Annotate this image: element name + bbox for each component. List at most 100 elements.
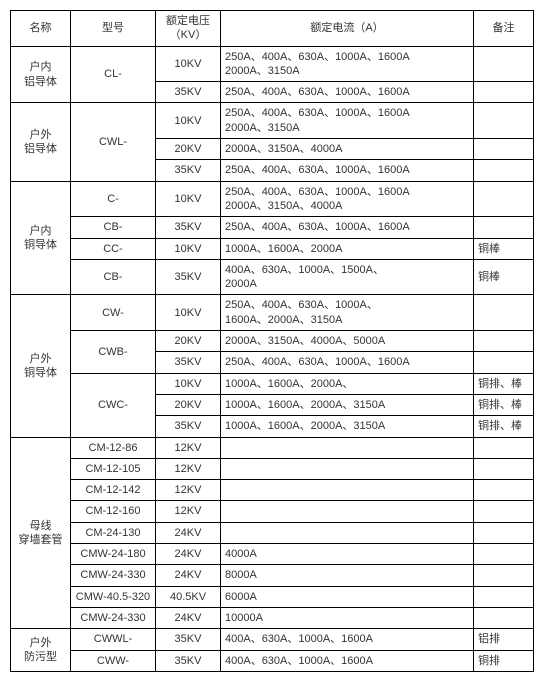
- cell-name: 户外铜导体: [11, 295, 71, 437]
- cell-model: CMW-24-330: [71, 565, 156, 586]
- cell-current: 400A、630A、1000A、1600A: [221, 650, 474, 671]
- cell-voltage: 10KV: [156, 181, 221, 217]
- cell-remark: [474, 480, 534, 501]
- cell-remark: [474, 139, 534, 160]
- cell-current: [221, 522, 474, 543]
- cell-model: CWWL-: [71, 629, 156, 650]
- cell-name: 户内铝导体: [11, 46, 71, 103]
- cell-voltage: 12KV: [156, 501, 221, 522]
- cell-model: CMW-24-330: [71, 607, 156, 628]
- cell-name: 母线穿墙套管: [11, 437, 71, 629]
- cell-model: CC-: [71, 238, 156, 259]
- cell-remark: 铜棒: [474, 238, 534, 259]
- table-row: CWW-35KV400A、630A、1000A、1600A铜排: [11, 650, 534, 671]
- table-row: CM-12-16012KV: [11, 501, 534, 522]
- cell-voltage: 35KV: [156, 416, 221, 437]
- cell-current: 250A、400A、630A、1000A、1600A、2000A、3150A: [221, 295, 474, 331]
- table-row: 母线穿墙套管CM-12-8612KV: [11, 437, 534, 458]
- cell-remark: [474, 607, 534, 628]
- cell-current: [221, 458, 474, 479]
- table-row: CM-24-13024KV: [11, 522, 534, 543]
- cell-current: 250A、400A、630A、1000A、1600A2000A、3150A: [221, 46, 474, 82]
- cell-model: CB-: [71, 217, 156, 238]
- cell-current: 250A、400A、630A、1000A、1600A2000A、3150A、40…: [221, 181, 474, 217]
- cell-model: CB-: [71, 259, 156, 295]
- cell-model: CMW-40.5-320: [71, 586, 156, 607]
- cell-current: [221, 501, 474, 522]
- cell-current: 2000A、3150A、4000A: [221, 139, 474, 160]
- cell-current: 400A、630A、1000A、1500A、2000A: [221, 259, 474, 295]
- cell-remark: [474, 352, 534, 373]
- cell-current: 1000A、1600A、2000A、: [221, 373, 474, 394]
- cell-remark: [474, 586, 534, 607]
- cell-remark: 铜排、棒: [474, 373, 534, 394]
- cell-remark: [474, 501, 534, 522]
- cell-remark: [474, 46, 534, 82]
- cell-name: 户内铜导体: [11, 181, 71, 295]
- cell-remark: [474, 331, 534, 352]
- header-name: 名称: [11, 11, 71, 47]
- cell-model: CW-: [71, 295, 156, 331]
- table-row: CWB-20KV2000A、3150A、4000A、5000A: [11, 331, 534, 352]
- cell-voltage: 10KV: [156, 238, 221, 259]
- cell-model: CM-12-86: [71, 437, 156, 458]
- cell-remark: [474, 458, 534, 479]
- cell-remark: 铜棒: [474, 259, 534, 295]
- cell-remark: [474, 437, 534, 458]
- cell-remark: [474, 103, 534, 139]
- cell-model: CM-12-105: [71, 458, 156, 479]
- cell-name: 户外铝导体: [11, 103, 71, 181]
- cell-model: CM-24-130: [71, 522, 156, 543]
- cell-model: CM-12-142: [71, 480, 156, 501]
- cell-voltage: 35KV: [156, 259, 221, 295]
- header-current: 额定电流（A）: [221, 11, 474, 47]
- cell-model: CWL-: [71, 103, 156, 181]
- table-row: 户外铜导体CW-10KV250A、400A、630A、1000A、1600A、2…: [11, 295, 534, 331]
- cell-current: 1000A、1600A、2000A、3150A: [221, 416, 474, 437]
- cell-current: 250A、400A、630A、1000A、1600A: [221, 82, 474, 103]
- cell-voltage: 10KV: [156, 295, 221, 331]
- cell-current: 6000A: [221, 586, 474, 607]
- cell-current: 250A、400A、630A、1000A、1600A: [221, 160, 474, 181]
- table-row: CM-12-10512KV: [11, 458, 534, 479]
- cell-model: CL-: [71, 46, 156, 103]
- cell-current: 1000A、1600A、2000A、3150A: [221, 394, 474, 415]
- cell-voltage: 20KV: [156, 394, 221, 415]
- cell-voltage: 35KV: [156, 160, 221, 181]
- cell-voltage: 24KV: [156, 565, 221, 586]
- cell-remark: [474, 522, 534, 543]
- cell-voltage: 40.5KV: [156, 586, 221, 607]
- cell-remark: [474, 217, 534, 238]
- cell-remark: [474, 295, 534, 331]
- cell-remark: [474, 160, 534, 181]
- cell-voltage: 35KV: [156, 82, 221, 103]
- table-row: 户内铝导体CL-10KV250A、400A、630A、1000A、1600A20…: [11, 46, 534, 82]
- cell-voltage: 20KV: [156, 139, 221, 160]
- cell-remark: 铜排、棒: [474, 394, 534, 415]
- cell-current: 250A、400A、630A、1000A、1600A: [221, 217, 474, 238]
- table-row: CMW-24-33024KV8000A: [11, 565, 534, 586]
- cell-name: 户外防污型: [11, 629, 71, 672]
- cell-voltage: 35KV: [156, 650, 221, 671]
- header-voltage: 额定电压（KV）: [156, 11, 221, 47]
- table-row: 户外防污型CWWL-35KV400A、630A、1000A、1600A铝排: [11, 629, 534, 650]
- table-row: CB-35KV400A、630A、1000A、1500A、2000A铜棒: [11, 259, 534, 295]
- cell-remark: [474, 565, 534, 586]
- cell-current: 1000A、1600A、2000A: [221, 238, 474, 259]
- table-row: CWC-10KV1000A、1600A、2000A、铜排、棒: [11, 373, 534, 394]
- cell-current: 250A、400A、630A、1000A、1600A: [221, 352, 474, 373]
- cell-voltage: 12KV: [156, 480, 221, 501]
- cell-current: 2000A、3150A、4000A、5000A: [221, 331, 474, 352]
- spec-table: 名称 型号 额定电压（KV） 额定电流（A） 备注 户内铝导体CL-10KV25…: [10, 10, 534, 672]
- table-row: CM-12-14212KV: [11, 480, 534, 501]
- header-model: 型号: [71, 11, 156, 47]
- cell-current: 10000A: [221, 607, 474, 628]
- cell-voltage: 20KV: [156, 331, 221, 352]
- cell-model: CWW-: [71, 650, 156, 671]
- table-row: 户内铜导体C-10KV250A、400A、630A、1000A、1600A200…: [11, 181, 534, 217]
- header-row: 名称 型号 额定电压（KV） 额定电流（A） 备注: [11, 11, 534, 47]
- cell-voltage: 12KV: [156, 458, 221, 479]
- cell-current: 400A、630A、1000A、1600A: [221, 629, 474, 650]
- cell-current: 250A、400A、630A、1000A、1600A2000A、3150A: [221, 103, 474, 139]
- cell-model: CM-12-160: [71, 501, 156, 522]
